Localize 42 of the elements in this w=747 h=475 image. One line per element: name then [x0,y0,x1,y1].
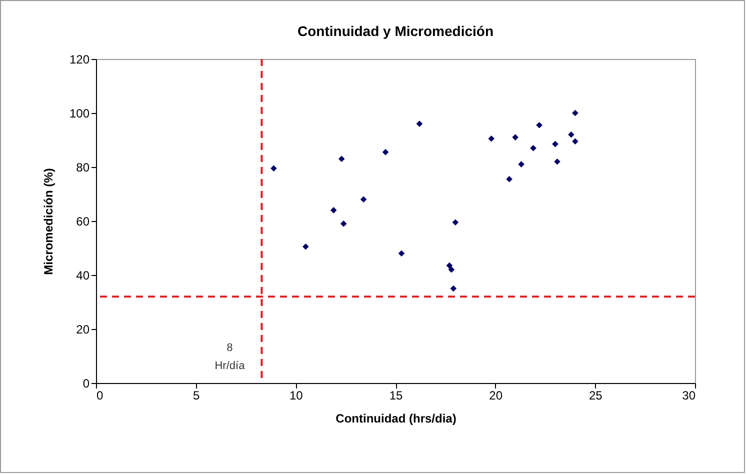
x-tick-label: 30 [682,388,696,402]
x-axis-title: Continuidad (hrs/dia) [336,412,456,426]
y-tick-label: 0 [82,376,90,390]
point [450,285,457,292]
point [340,220,347,227]
point [568,131,574,138]
y-tick-label: 60 [76,214,90,228]
y-tick-label: 120 [69,52,90,66]
x-tick-label: 20 [489,388,503,402]
point [506,176,512,182]
y-tick-label: 100 [69,106,90,120]
point [530,144,536,152]
point [398,250,405,257]
ref-line-label: 8 Hr/día [214,342,246,372]
point [452,219,459,226]
point [488,135,494,142]
point [270,165,277,172]
chart-title: Continuidad y Micromedición [297,23,494,39]
point [446,262,453,269]
point [448,266,455,273]
point [518,161,524,168]
point [338,156,345,162]
point [382,148,389,156]
point [302,243,309,250]
point [552,140,558,148]
point [360,196,367,203]
x-tick-label: 15 [389,388,403,402]
y-tick-label: 80 [76,160,90,174]
y-axis-title: Micromedición (%) [41,168,56,275]
x-tick-label: 25 [588,388,603,402]
x-tick-label: 5 [192,388,200,402]
point [330,207,337,214]
point [536,122,542,128]
x-tick-label: 0 [96,388,104,402]
x-tick-label: 10 [289,388,304,402]
y-tick-label: 40 [76,268,90,282]
point [416,120,423,127]
y-tick-label: 20 [76,322,90,336]
point [572,138,578,145]
point [512,134,518,140]
point [572,110,578,116]
point [554,158,560,165]
